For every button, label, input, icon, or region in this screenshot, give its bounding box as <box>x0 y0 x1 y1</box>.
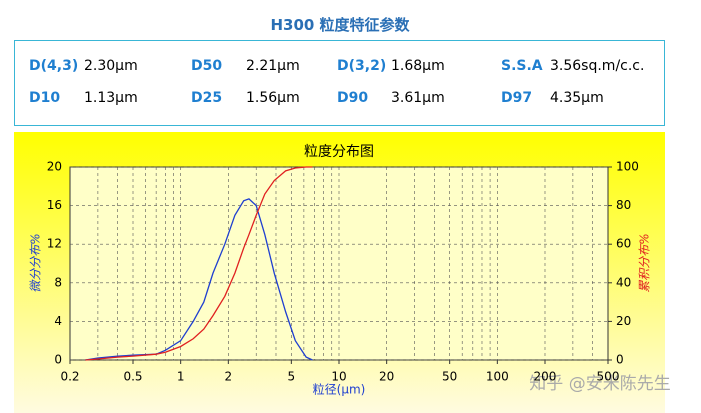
param-label: D25 <box>191 90 223 106</box>
param-value: 4.35μm <box>550 90 604 106</box>
series-line <box>85 166 313 361</box>
param-label: D(3,2) <box>337 58 387 74</box>
x-tick-label: 50 <box>442 370 457 384</box>
param-label: D10 <box>29 90 61 106</box>
y-tick-label: 8 <box>54 275 62 289</box>
param-value: 3.61μm <box>391 90 445 106</box>
x-tick-label: 200 <box>534 370 557 384</box>
param-value: 3.56sq.m/c.c. <box>550 58 645 74</box>
param-label: D50 <box>191 58 223 74</box>
x-tick-label: 0.2 <box>60 370 79 384</box>
params-box: D(4,3) 2.30μm D50 2.21μm D(3,2) 1.68μm S.S.A 3.… <box>14 40 665 126</box>
watermark: 知乎 @安米陈先生 <box>529 374 670 394</box>
param-value: 1.13μm <box>84 90 138 106</box>
title: H300 粒度特征参数 <box>270 16 410 34</box>
y-tick-label: 0 <box>54 353 62 367</box>
y2-tick-label: 20 <box>616 314 631 328</box>
y2-tick-label: 60 <box>616 237 631 251</box>
y-tick-label: 20 <box>47 160 62 174</box>
x-tick-label: 1 <box>177 370 185 384</box>
y-tick-label: 16 <box>47 198 62 212</box>
y-tick-label: 4 <box>54 314 62 328</box>
y2-tick-label: 80 <box>616 198 631 212</box>
y2-tick-label: 100 <box>616 160 639 174</box>
x-tick-label: 20 <box>379 370 394 384</box>
x-tick-label: 100 <box>486 370 509 384</box>
param-value: 2.21μm <box>246 58 300 74</box>
param-label: S.S.A <box>501 58 543 74</box>
param-value: 2.30μm <box>84 58 138 74</box>
x-tick-label: 5 <box>288 370 296 384</box>
x-label: 粒径(μm) <box>313 382 366 397</box>
x-tick-label: 0.5 <box>123 370 142 384</box>
y-tick-label: 12 <box>47 237 62 251</box>
param-value: 1.56μm <box>246 90 300 106</box>
y2-label: 累积分布% <box>638 233 652 292</box>
param-value: 1.68μm <box>391 58 445 74</box>
y2-tick-label: 40 <box>616 275 631 289</box>
chart-title: 粒度分布图 <box>304 144 374 160</box>
x-tick-label: 2 <box>225 370 233 384</box>
y2-tick-label: 0 <box>616 353 624 367</box>
x-tick-label: 500 <box>597 370 620 384</box>
param-label: D90 <box>337 90 369 106</box>
param-label: D97 <box>501 90 533 106</box>
x-tick-label: 10 <box>331 370 346 384</box>
y-label: 微分分布% <box>29 233 43 292</box>
param-label: D(4,3) <box>29 58 79 74</box>
